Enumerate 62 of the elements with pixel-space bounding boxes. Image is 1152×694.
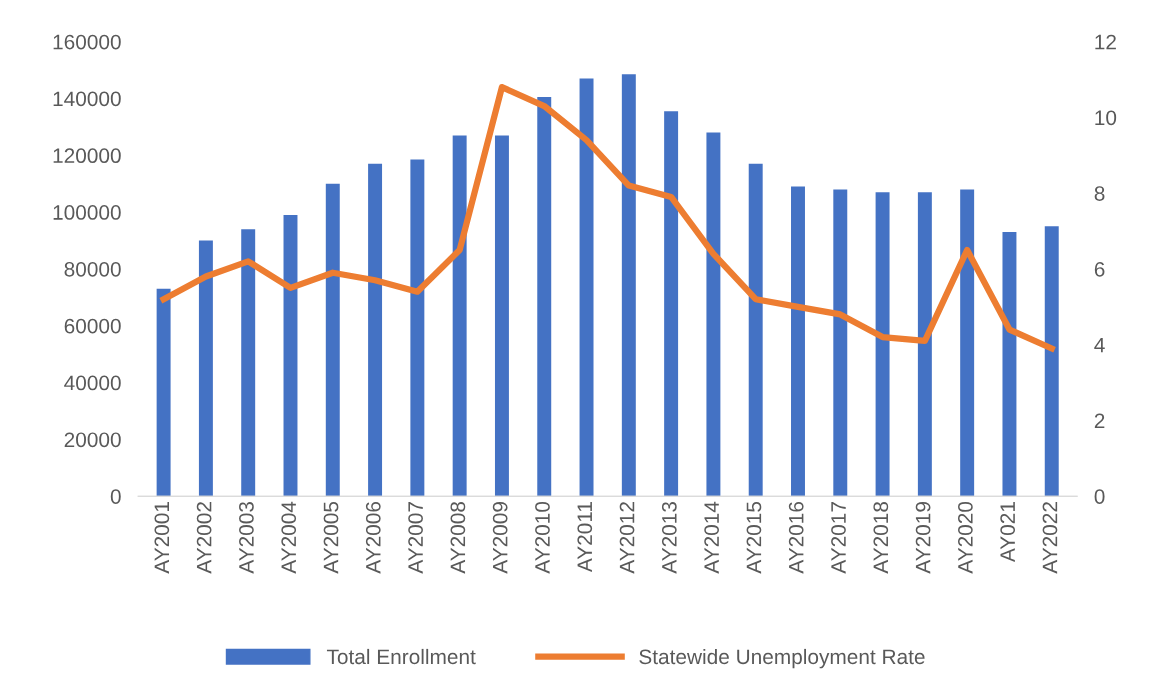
bar xyxy=(579,78,594,497)
bar xyxy=(452,135,467,497)
bar xyxy=(410,159,425,497)
bar xyxy=(537,97,552,497)
bar xyxy=(791,186,805,497)
x-tick-label: AY2004 xyxy=(281,501,297,574)
bar xyxy=(748,163,763,497)
y-tick-label: 80000 xyxy=(64,261,121,277)
x-tick-label: AY2003 xyxy=(239,501,254,574)
x-tick-label: AY2019 xyxy=(915,502,931,574)
bar xyxy=(241,229,256,497)
bar xyxy=(833,189,848,497)
x-tick-label: AY2018 xyxy=(873,501,889,574)
bar xyxy=(1002,231,1017,497)
x-tick-label: AY2002 xyxy=(196,502,212,574)
x-tick-label: AY2005 xyxy=(323,501,339,574)
y2-tick-label: 12 xyxy=(1095,34,1116,50)
bar xyxy=(917,192,932,497)
bar xyxy=(198,240,213,497)
y-tick-label: 120000 xyxy=(53,148,121,164)
x-tick-label: AY2006 xyxy=(365,501,381,574)
x-tick-label: AY2001 xyxy=(154,502,170,574)
x-tick-label: AY2017 xyxy=(831,502,846,574)
y-tick-label: 0 xyxy=(110,489,121,504)
bar xyxy=(706,132,721,497)
bar xyxy=(494,135,509,497)
x-tick-label: AY2008 xyxy=(450,501,466,574)
x-tick-label: AY2016 xyxy=(788,501,804,574)
legend-label: Total Enrollment xyxy=(326,648,476,665)
bar xyxy=(621,74,636,497)
x-tick-label: AY2022 xyxy=(1042,502,1058,574)
x-tick-label: AY2020 xyxy=(958,501,973,574)
x-tick-label: AY2014 xyxy=(704,501,719,574)
y2-tick-label: 6 xyxy=(1094,261,1105,277)
y-tick-label: 100000 xyxy=(53,205,121,220)
bar xyxy=(325,183,340,497)
bar xyxy=(875,192,890,497)
y-tick-label: 160000 xyxy=(53,34,121,50)
x-tick-label: AY2012 xyxy=(619,502,635,574)
y-tick-label: 20000 xyxy=(64,432,121,448)
x-tick-label: AY2013 xyxy=(661,501,677,574)
y-tick-label: 60000 xyxy=(64,318,121,334)
bar xyxy=(368,163,383,497)
legend-label: Statewide Unemployment Rate xyxy=(639,648,925,669)
y2-tick-label: 0 xyxy=(1094,489,1105,504)
bar xyxy=(1044,226,1059,497)
y2-tick-label: 4 xyxy=(1094,337,1105,353)
x-tick-label: AY021 xyxy=(1000,502,1016,563)
x-tick-label: AY2015 xyxy=(746,501,762,574)
y2-tick-label: 10 xyxy=(1095,110,1117,126)
bar xyxy=(156,288,171,497)
bar xyxy=(283,214,298,497)
y2-tick-label: 8 xyxy=(1094,186,1105,201)
y-tick-label: 140000 xyxy=(53,91,121,107)
bar xyxy=(960,189,975,497)
x-tick-label: AY2009 xyxy=(492,502,508,574)
x-tick-label: AY2007 xyxy=(408,502,423,574)
bar xyxy=(664,111,679,497)
x-tick-label: AY2011 xyxy=(577,502,593,573)
y-tick-label: 40000 xyxy=(64,375,121,391)
x-tick-label: AY2010 xyxy=(535,501,550,574)
y2-tick-label: 2 xyxy=(1094,413,1105,428)
